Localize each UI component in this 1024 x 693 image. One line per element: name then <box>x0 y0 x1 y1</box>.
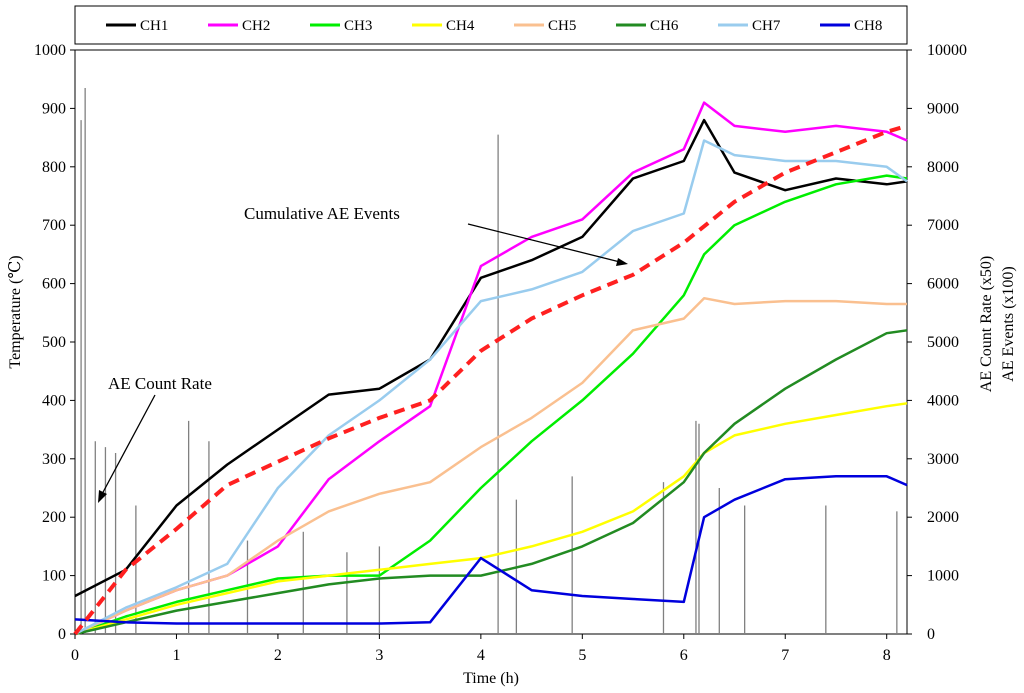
y-left-tick-label: 600 <box>42 276 66 293</box>
legend-label-ch3: CH3 <box>344 18 372 34</box>
y-right-tick-label: 3000 <box>927 451 959 468</box>
annotation-ae-count-rate-arrowhead <box>98 490 107 503</box>
annotation-ae-count-rate-arrow <box>100 394 156 497</box>
y-axis-right-title-1: AE Count Rate (x50) <box>978 256 995 392</box>
legend-label-ch7: CH7 <box>752 18 781 34</box>
x-axis-title: Time (h) <box>463 670 519 687</box>
legend-label-ch6: CH6 <box>650 18 679 34</box>
y-left-tick-label: 800 <box>42 159 66 176</box>
y-left-tick-label: 300 <box>42 451 66 468</box>
x-tick-label: 0 <box>71 647 79 664</box>
legend-label-ch8: CH8 <box>854 18 882 34</box>
y-right-tick-label: 5000 <box>927 334 959 351</box>
annotation-cumulative-ae-arrow <box>467 223 621 263</box>
y-right-tick-label: 9000 <box>927 100 959 117</box>
y-left-tick-label: 700 <box>42 217 66 234</box>
plot-area <box>74 49 908 635</box>
y-left-tick-label: 500 <box>42 334 66 351</box>
y-left-tick-label: 900 <box>42 100 66 117</box>
y-right-tick-label: 7000 <box>927 217 959 234</box>
y-right-tick-label: 10000 <box>927 42 967 59</box>
x-tick-label: 3 <box>375 647 383 664</box>
x-tick-label: 7 <box>781 647 789 664</box>
y-right-tick-label: 4000 <box>927 392 959 409</box>
y-axis-left-title: Temperature (℃) <box>7 255 24 368</box>
series-line-ch7 <box>74 139 908 636</box>
axes-layer: 0100200300400500600700800900100001000200… <box>34 42 967 664</box>
series-line-ch1 <box>74 118 908 598</box>
annotation-ae-count-rate: AE Count Rate <box>108 374 212 393</box>
series-line-ch3 <box>74 174 908 636</box>
series-line-ch4 <box>74 402 908 636</box>
y-left-tick-label: 400 <box>42 392 66 409</box>
legend-label-ch1: CH1 <box>140 18 168 34</box>
x-tick-label: 5 <box>578 647 586 664</box>
series-line-ch5 <box>74 296 907 636</box>
legend-label-ch2: CH2 <box>242 18 270 34</box>
cumulative-ae-events-line <box>73 123 908 636</box>
y-right-tick-label: 2000 <box>927 509 959 526</box>
x-tick-label: 2 <box>274 647 282 664</box>
y-right-tick-label: 0 <box>927 626 935 643</box>
x-tick-label: 4 <box>477 647 485 664</box>
series-line-ch8 <box>74 475 908 625</box>
y-right-tick-label: 6000 <box>927 276 959 293</box>
y-axis-right-title-2: AE Events (x100) <box>1000 266 1017 382</box>
y-left-tick-label: 200 <box>42 509 66 526</box>
y-right-tick-label: 8000 <box>927 159 959 176</box>
series-layer <box>74 101 908 636</box>
series-line-ch6 <box>74 329 908 636</box>
y-left-tick-label: 1000 <box>34 42 66 59</box>
legend <box>74 5 908 45</box>
annotation-cumulative-ae: Cumulative AE Events <box>244 204 400 223</box>
x-tick-label: 8 <box>883 647 891 664</box>
legend-label-ch4: CH4 <box>446 18 475 34</box>
annotation-cumulative-ae-arrowhead <box>616 258 628 266</box>
x-tick-label: 6 <box>680 647 688 664</box>
cumulative-ae-layer <box>73 123 908 636</box>
legend-label-ch5: CH5 <box>548 18 576 34</box>
y-left-tick-label: 0 <box>58 626 66 643</box>
y-right-tick-label: 1000 <box>927 568 959 585</box>
legend-entries: CH1 CH2 CH3 CH4 CH5 CH6 CH7 CH8 <box>106 18 882 34</box>
x-tick-label: 1 <box>172 647 180 664</box>
y-left-tick-label: 100 <box>42 568 66 585</box>
